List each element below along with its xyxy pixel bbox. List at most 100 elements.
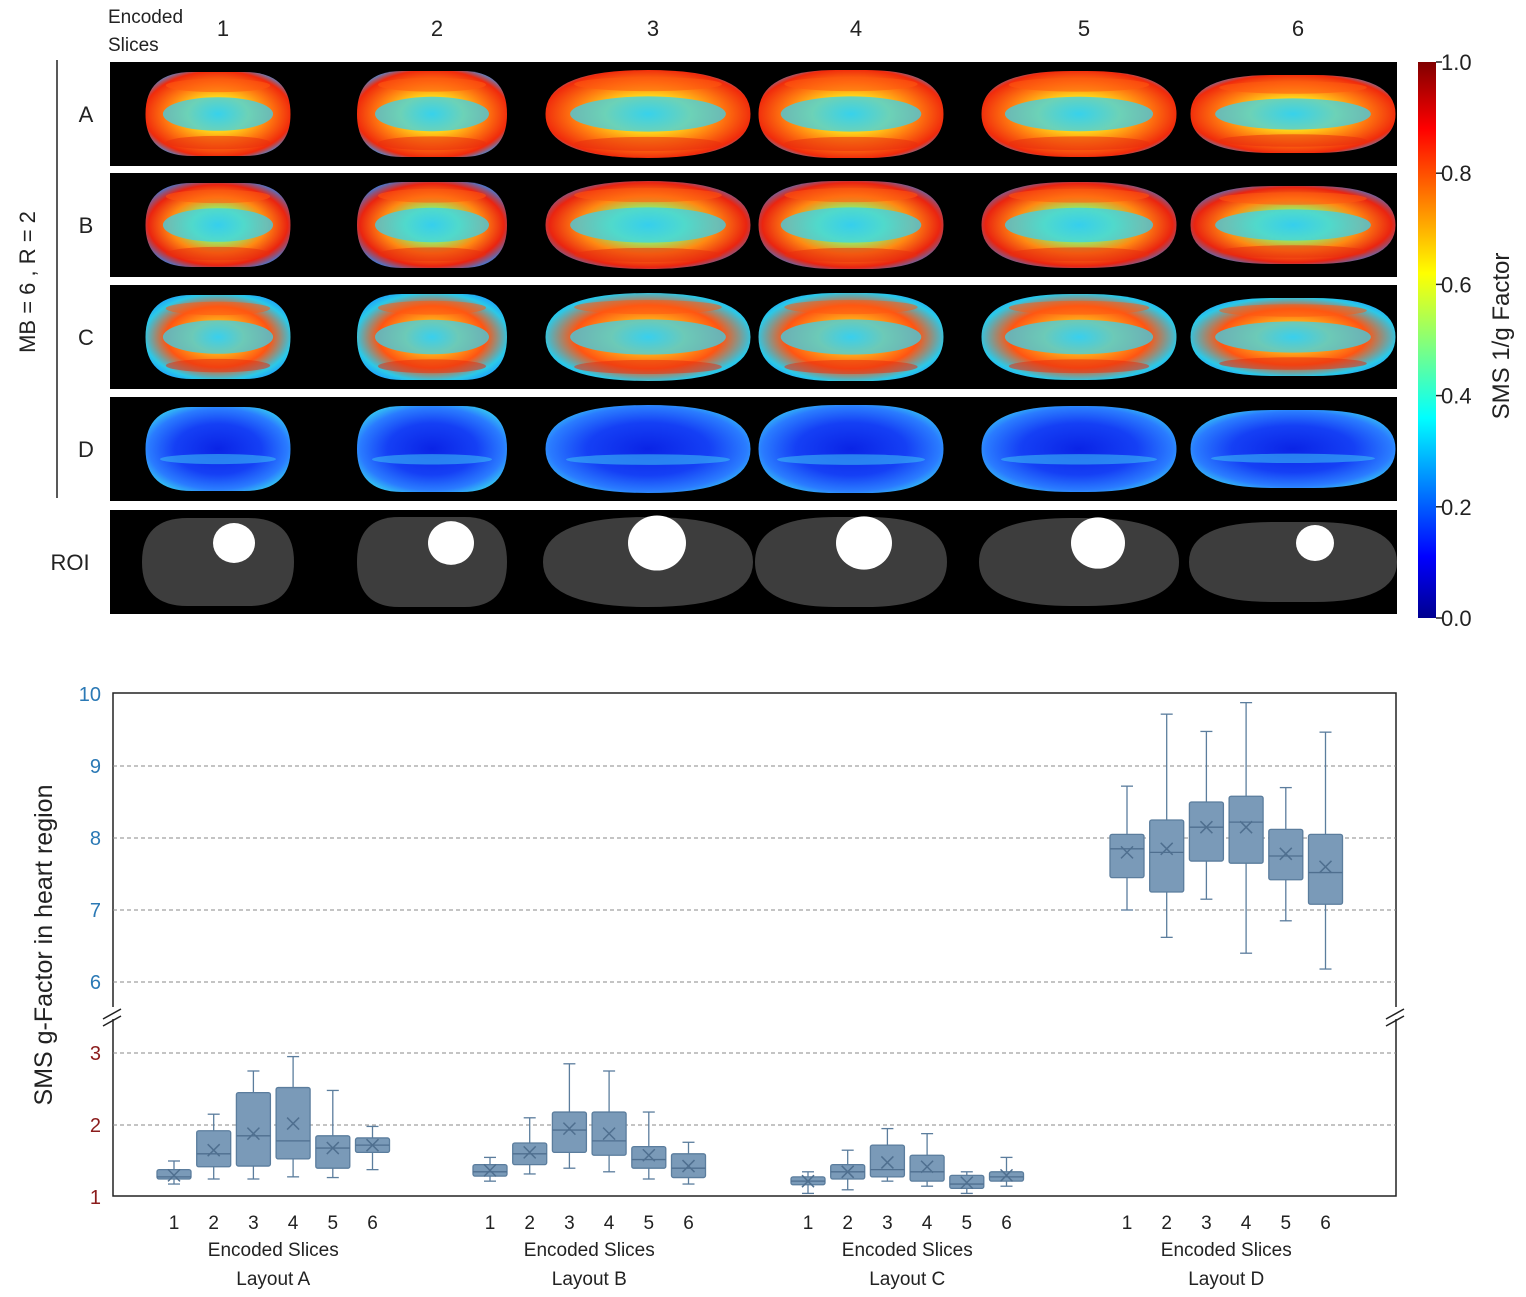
roi-heart-3 xyxy=(628,515,686,571)
row-label-a: A xyxy=(79,102,94,127)
colorbar-gradient xyxy=(1418,62,1436,618)
box-c-4 xyxy=(909,1132,945,1187)
row-label-roi: ROI xyxy=(50,550,89,575)
x-axis-label-b: Encoded Slices xyxy=(524,1240,655,1261)
mean-marker xyxy=(1239,820,1253,834)
mean-marker xyxy=(246,1127,260,1141)
x-tick-b-6: 6 xyxy=(683,1213,694,1234)
box-d-5 xyxy=(1268,786,1304,922)
x-tick-a-6: 6 xyxy=(367,1213,378,1234)
mean-marker xyxy=(999,1168,1014,1182)
map-band xyxy=(574,188,722,203)
y-tick-upper-7: 7 xyxy=(90,900,101,922)
iqr-box xyxy=(196,1130,232,1168)
box-a-4 xyxy=(275,1055,311,1178)
x-tick-c-2: 2 xyxy=(842,1213,853,1234)
slice-number-row: 1 2 3 4 5 6 xyxy=(217,16,1304,41)
map-band xyxy=(1215,321,1371,353)
map-band xyxy=(574,136,722,151)
box-group-c xyxy=(790,1127,1025,1195)
box-a-2 xyxy=(196,1113,232,1180)
map-row-background xyxy=(110,397,1397,501)
map-band xyxy=(372,454,492,465)
colorbar-tick-label: 0.0 xyxy=(1441,606,1472,631)
y-tick-upper-8: 8 xyxy=(90,828,101,850)
map-band xyxy=(570,319,726,355)
box-d-1 xyxy=(1109,785,1145,911)
box-a-6 xyxy=(354,1125,391,1171)
y-axis-label: SMS g-Factor in heart region xyxy=(30,785,58,1106)
box-c-2 xyxy=(830,1149,866,1191)
layout-label-b: Layout B xyxy=(552,1269,627,1290)
slice-map-d-1 xyxy=(145,407,291,491)
colorbar-tick-label: 0.8 xyxy=(1441,161,1472,186)
slice-map-d-3 xyxy=(545,405,751,493)
y-tick-upper-6: 6 xyxy=(90,972,101,994)
map-band xyxy=(1008,359,1150,374)
x-tick-a-5: 5 xyxy=(328,1213,339,1234)
iqr-box xyxy=(1228,795,1264,864)
y-tick-labels: 6 7 8 9 10 1 2 3 xyxy=(79,684,101,1209)
boxes xyxy=(156,701,1344,1195)
mean-marker xyxy=(841,1165,855,1179)
map-row-background xyxy=(110,173,1397,277)
y-tick-upper-9: 9 xyxy=(90,756,101,778)
row-label-d: D xyxy=(78,437,94,462)
y-tick-lower-2: 2 xyxy=(90,1115,101,1137)
box-a-5 xyxy=(315,1089,351,1179)
x-tick-c-6: 6 xyxy=(1001,1213,1012,1234)
map-row-background xyxy=(110,285,1397,389)
row-label-b: B xyxy=(79,213,94,238)
x-axis-labels: 1 2 3 4 5 6 Encoded Slices Layout A 1 2 3 4 5 6 Encode… xyxy=(169,1213,1331,1290)
map-band xyxy=(378,77,486,92)
box-group-d xyxy=(1109,701,1344,970)
map-band xyxy=(378,300,486,315)
x-tick-d-4: 4 xyxy=(1241,1213,1252,1234)
box-group-a xyxy=(156,1055,391,1185)
mean-marker xyxy=(1199,820,1213,834)
x-tick-d-6: 6 xyxy=(1320,1213,1331,1234)
map-rows xyxy=(110,62,1397,501)
map-band xyxy=(574,359,722,374)
map-band xyxy=(1004,207,1154,243)
iqr-box xyxy=(869,1144,906,1178)
map-band xyxy=(165,358,271,373)
box-a-1 xyxy=(156,1160,192,1185)
map-row-b xyxy=(110,173,1397,277)
map-band xyxy=(378,188,486,203)
colorbar-tick-label: 0.4 xyxy=(1441,384,1472,409)
mean-marker xyxy=(801,1174,815,1188)
map-band xyxy=(780,96,922,132)
colorbar-ticks: 1.0 0.8 0.6 0.4 0.2 0.0 xyxy=(1436,50,1472,631)
x-tick-c-3: 3 xyxy=(882,1213,893,1234)
map-band xyxy=(165,189,271,204)
x-tick-b-1: 1 xyxy=(485,1213,496,1234)
iqr-box xyxy=(909,1154,945,1182)
map-band xyxy=(160,454,276,465)
x-axis-label-d: Encoded Slices xyxy=(1161,1240,1292,1261)
map-band xyxy=(784,136,918,151)
roi-row-background xyxy=(110,510,1397,614)
box-a-3 xyxy=(235,1070,272,1180)
slice-number-1: 1 xyxy=(217,16,229,41)
x-tick-b-4: 4 xyxy=(604,1213,615,1234)
slice-map-d-4 xyxy=(758,405,944,493)
map-band xyxy=(574,247,722,262)
roi-mask-1 xyxy=(142,518,294,606)
y-tick-upper-10: 10 xyxy=(79,684,101,706)
map-band xyxy=(375,207,489,243)
map-band xyxy=(1008,247,1150,262)
slice-number-2: 2 xyxy=(431,16,443,41)
mean-marker xyxy=(1120,845,1134,859)
colorbar-tick-label: 0.2 xyxy=(1441,495,1472,520)
map-band xyxy=(1219,245,1367,258)
corner-label-encoded: Encoded xyxy=(108,7,183,28)
map-band xyxy=(1215,98,1371,130)
map-band xyxy=(378,136,486,151)
map-band xyxy=(570,96,726,132)
map-band xyxy=(162,208,274,242)
iqr-box xyxy=(315,1135,351,1169)
box-b-2 xyxy=(512,1117,548,1175)
slice-number-6: 6 xyxy=(1292,16,1304,41)
roi-mask-5 xyxy=(979,518,1179,606)
